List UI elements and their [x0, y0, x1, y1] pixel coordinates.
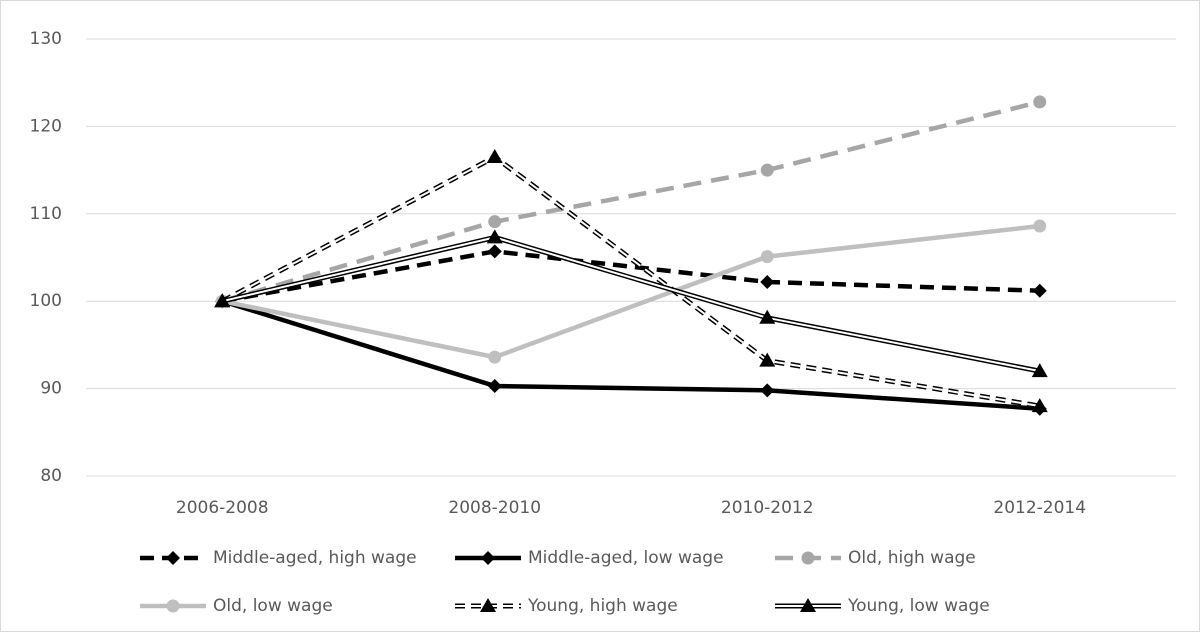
- legend-item: Old, low wage: [140, 596, 333, 616]
- marker: [1031, 363, 1048, 378]
- legend-item: Old, high wage: [775, 548, 976, 568]
- marker: [166, 551, 180, 565]
- y-tick-label: 120: [30, 116, 62, 136]
- y-tick-label: 90: [40, 379, 62, 399]
- marker: [800, 598, 816, 612]
- legend-label: Middle-aged, high wage: [213, 548, 417, 568]
- marker: [1031, 398, 1048, 413]
- series: [214, 229, 1048, 378]
- marker: [760, 274, 775, 289]
- x-tick-label: 2012-2014: [993, 498, 1086, 518]
- marker: [214, 293, 231, 308]
- x-tick-label: 2010-2012: [721, 498, 814, 518]
- legend-label: Old, low wage: [213, 596, 333, 616]
- legend-label: Old, high wage: [848, 548, 976, 568]
- marker: [488, 350, 502, 364]
- line: [221, 249, 1040, 304]
- line-inner: [222, 236, 1040, 373]
- marker: [759, 352, 776, 367]
- legend-label: Young, high wage: [527, 596, 678, 616]
- marker: [486, 148, 503, 163]
- marker: [481, 551, 495, 565]
- marker: [759, 309, 776, 324]
- marker: [480, 598, 496, 612]
- y-tick-label: 130: [30, 29, 62, 49]
- marker: [488, 215, 502, 229]
- line: [221, 223, 1041, 360]
- y-tick-label: 100: [30, 291, 62, 311]
- line: [221, 299, 1040, 411]
- marker: [487, 378, 502, 393]
- marker: [760, 383, 775, 398]
- marker: [166, 599, 180, 613]
- legend-label: Young, low wage: [847, 596, 990, 616]
- marker: [1032, 283, 1047, 298]
- marker: [801, 551, 815, 565]
- marker: [1033, 95, 1047, 109]
- legend-item: Young, high wage: [455, 596, 678, 616]
- legend-item: Young, low wage: [775, 596, 990, 616]
- legend-item: Middle-aged, high wage: [140, 548, 417, 568]
- y-tick-label: 80: [40, 466, 62, 486]
- x-tick-label: 2006-2008: [176, 498, 269, 518]
- line: [221, 99, 1041, 304]
- marker: [486, 229, 503, 244]
- legend-item: Middle-aged, low wage: [455, 548, 724, 568]
- x-tick-label: 2008-2010: [448, 498, 541, 518]
- marker: [1033, 219, 1047, 233]
- marker: [760, 163, 774, 177]
- line-inner: [221, 155, 1040, 408]
- marker: [760, 250, 774, 264]
- marker: [487, 244, 502, 259]
- y-tick-label: 110: [30, 204, 62, 224]
- legend-label: Middle-aged, low wage: [528, 548, 724, 568]
